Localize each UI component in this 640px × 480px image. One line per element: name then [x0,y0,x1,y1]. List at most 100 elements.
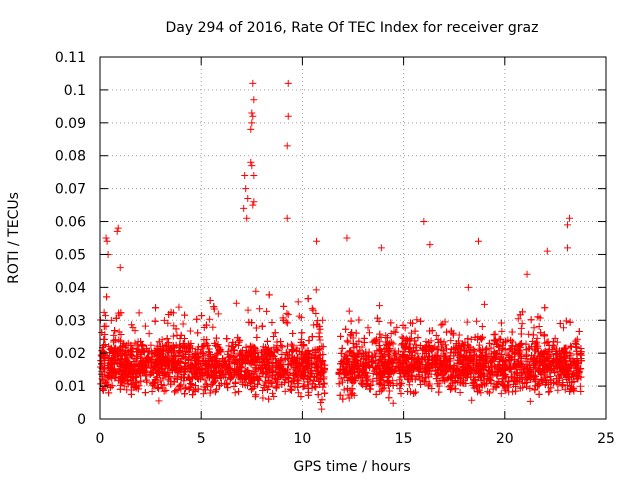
data-point [289,342,297,350]
data-point [526,384,534,392]
data-point [214,362,222,370]
data-point [117,362,125,370]
data-point [470,352,478,360]
data-point [397,381,405,389]
data-point [385,378,393,386]
data-point [263,386,271,394]
data-point [479,351,487,359]
data-point [336,391,344,399]
data-point [116,355,124,363]
data-point [508,328,516,336]
data-point [535,322,543,330]
data-point [467,335,475,343]
data-point [533,357,541,365]
data-point [199,390,207,398]
data-point [426,327,434,335]
data-point [404,353,412,361]
data-point [247,370,255,378]
data-point [475,341,483,349]
data-point [337,349,345,357]
data-point [145,361,153,369]
data-point [226,360,234,368]
data-point [469,364,477,372]
data-point [407,319,415,327]
data-point [155,397,163,405]
data-point [531,386,539,394]
data-point [201,386,209,394]
data-point [533,344,541,352]
data-point [453,365,461,373]
data-point [176,364,184,372]
data-point [314,354,322,362]
data-point [513,359,521,367]
data-point [315,333,323,341]
data-point [518,363,526,371]
data-point [399,321,407,329]
data-point [210,303,218,311]
data-point [143,344,151,352]
data-point [148,388,156,396]
data-point [313,321,321,329]
data-point [247,353,255,361]
data-point [298,329,306,337]
data-point [316,336,324,344]
data-point [527,316,535,324]
data-point [252,287,260,295]
data-point [464,335,472,343]
data-point [398,333,406,341]
data-point [280,302,288,310]
data-point [176,341,184,349]
data-point [174,369,182,377]
data-point [450,344,458,352]
data-point [337,375,345,383]
data-point [254,364,262,372]
data-point [402,358,410,366]
data-point [350,344,358,352]
data-point [312,310,320,318]
data-point [381,369,389,377]
data-point [486,366,494,374]
data-point [575,328,583,336]
data-point [447,327,455,335]
data-point [494,364,502,372]
data-point [300,375,308,383]
data-point [456,389,464,397]
data-point [358,368,366,376]
data-point [375,341,383,349]
data-point [440,377,448,385]
data-point [177,331,185,339]
data-point [428,362,436,370]
data-point [187,344,195,352]
data-point [577,357,585,365]
data-point [252,391,260,399]
data-point [577,373,585,381]
data-point [133,378,141,386]
data-point [397,390,405,398]
data-point [468,396,476,404]
data-point [434,352,442,360]
data-point [217,374,225,382]
data-point [452,340,460,348]
data-point [531,382,539,390]
data-point [547,366,555,374]
data-point [425,344,433,352]
data-point [129,324,137,332]
data-point [223,335,231,343]
data-point [385,394,393,402]
data-point [437,321,445,329]
data-point [338,378,346,386]
data-point [369,377,377,385]
data-point [160,387,168,395]
data-point [443,328,451,336]
data-point [508,345,516,353]
data-point [232,341,240,349]
data-point [244,306,252,314]
data-point [556,319,564,327]
data-point [516,350,524,358]
data-point [576,382,584,390]
data-point [279,316,287,324]
data-point [463,354,471,362]
data-point [491,330,499,338]
data-point [531,359,539,367]
